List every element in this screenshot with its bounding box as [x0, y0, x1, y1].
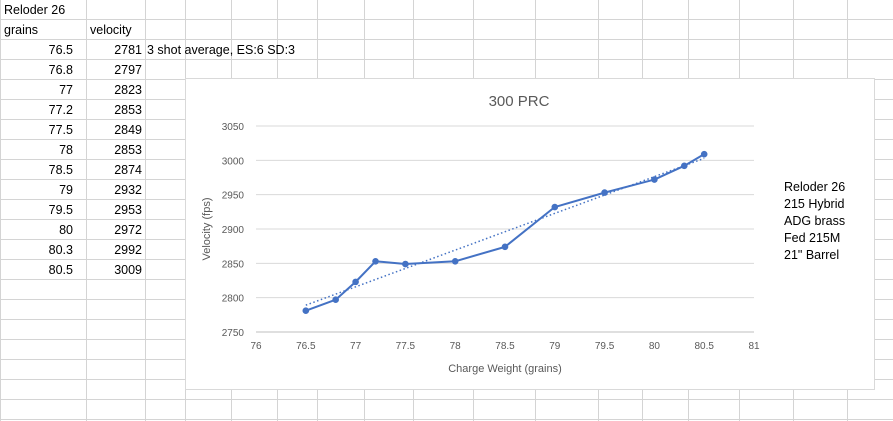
data-point: [551, 203, 559, 211]
chart-notes: Reloder 26 215 Hybrid ADG brass Fed 215M…: [784, 179, 845, 264]
cell-velocity[interactable]: 2953: [114, 203, 142, 217]
cell-note[interactable]: 3 shot average, ES:6 SD:3: [147, 43, 296, 57]
data-point: [451, 257, 459, 265]
cell-grains[interactable]: 77: [59, 83, 73, 97]
y-axis-title: Velocity (fps): [201, 198, 213, 261]
data-point: [651, 176, 658, 183]
cell-velocity[interactable]: 2797: [114, 63, 142, 77]
y-tick-label: 2750: [222, 328, 245, 339]
x-tick-label: 76: [250, 341, 262, 352]
cell-col-a-header[interactable]: grains: [4, 23, 39, 37]
cell-grains[interactable]: 76.8: [48, 63, 73, 77]
cell-grains[interactable]: 80: [59, 223, 73, 237]
x-axis-title: Charge Weight (grains): [448, 363, 562, 375]
x-tick-label: 77.5: [396, 341, 416, 352]
cell-grains[interactable]: 80.5: [48, 263, 73, 277]
cell-velocity[interactable]: 2781: [114, 43, 142, 57]
chart-note-line: 21" Barrel: [784, 248, 840, 262]
cell-velocity[interactable]: 2992: [114, 243, 142, 257]
y-tick-label: 2950: [222, 191, 245, 202]
cell-grains[interactable]: 76.5: [48, 43, 73, 57]
y-tick-label: 2900: [222, 225, 245, 236]
cell-velocity[interactable]: 2874: [114, 163, 142, 177]
cell-grains[interactable]: 78.5: [48, 163, 73, 177]
data-point: [402, 260, 409, 268]
x-tick-label: 80: [649, 341, 661, 352]
cell-velocity[interactable]: 2972: [114, 223, 142, 237]
cell-velocity[interactable]: 2853: [114, 143, 142, 157]
data-point: [302, 307, 310, 315]
x-tick-label: 79: [549, 341, 561, 352]
chart-area[interactable]: 300 PRC 2750 2800 2850 2900 2950 3000 3050 76 76.…: [185, 78, 875, 390]
cell-velocity[interactable]: 2823: [114, 83, 142, 97]
data-point: [372, 257, 379, 265]
chart-note-line: 215 Hybrid: [784, 197, 845, 211]
trendline: [305, 157, 705, 306]
chart-note-line: Reloder 26: [784, 180, 846, 194]
cell-grains[interactable]: 77.2: [48, 103, 73, 117]
cell-velocity[interactable]: 2932: [114, 183, 142, 197]
data-point: [501, 243, 509, 251]
cell-grains[interactable]: 78: [59, 143, 73, 157]
chart-svg: 300 PRC 2750 2800 2850 2900 2950 3000 3050 76 76.…: [201, 93, 760, 375]
chart-note-line: Fed 215M: [784, 231, 841, 245]
x-tick-label: 78.5: [495, 341, 515, 352]
x-tick-label: 81: [748, 341, 760, 352]
series-line: [305, 153, 705, 312]
chart-note-line: ADG brass: [784, 214, 846, 228]
x-tick-label: 77: [350, 341, 362, 352]
y-tick-label: 3050: [222, 122, 245, 133]
y-tick-label: 3000: [222, 156, 245, 167]
data-point: [332, 296, 339, 304]
data-point: [352, 278, 359, 286]
cell-header-title[interactable]: Reloder 26: [4, 3, 66, 17]
x-tick-label: 78: [450, 341, 462, 352]
x-tick-label: 80.5: [694, 341, 714, 352]
data-point: [700, 150, 708, 158]
cell-grains[interactable]: 79: [59, 183, 73, 197]
y-tick-label: 2800: [222, 294, 245, 305]
chart-title: 300 PRC: [489, 93, 550, 110]
x-tick-label: 79.5: [595, 341, 615, 352]
data-point: [680, 162, 688, 170]
cell-grains[interactable]: 77.5: [48, 123, 73, 137]
cell-grains[interactable]: 80.3: [48, 243, 73, 257]
data-point: [601, 189, 608, 196]
cell-col-b-header[interactable]: velocity: [90, 23, 132, 37]
y-tick-label: 2850: [222, 259, 245, 270]
cell-velocity[interactable]: 3009: [114, 263, 142, 277]
x-tick-label: 76.5: [296, 341, 316, 352]
cell-grains[interactable]: 79.5: [48, 203, 73, 217]
cell-velocity[interactable]: 2849: [114, 123, 142, 137]
cell-velocity[interactable]: 2853: [114, 103, 142, 117]
